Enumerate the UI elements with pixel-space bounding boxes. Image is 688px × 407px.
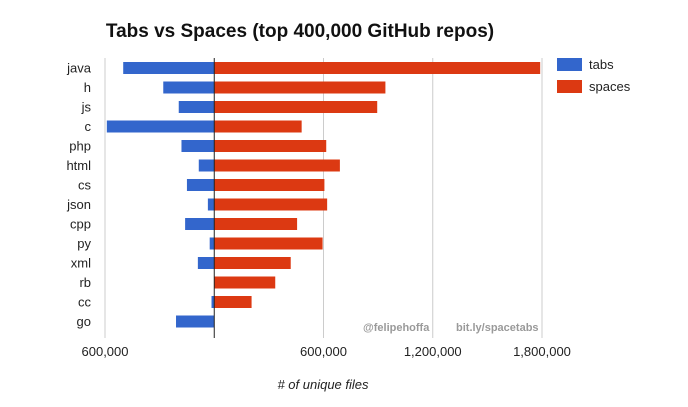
x-tick-label: 600,000	[300, 344, 347, 359]
category-label: java	[66, 61, 92, 76]
bar-tabs-c	[106, 120, 215, 133]
bar-spaces-json	[214, 198, 328, 211]
x-tick-label: 1,200,000	[404, 344, 462, 359]
bar-spaces-rb	[214, 276, 276, 289]
category-label: html	[66, 158, 91, 173]
category-label: php	[69, 139, 91, 154]
x-axis-title: # of unique files	[277, 377, 369, 392]
bar-tabs-html	[198, 159, 215, 172]
bar-spaces-py	[214, 237, 323, 250]
bar-spaces-h	[214, 81, 386, 94]
category-label: js	[81, 100, 92, 115]
category-labels: java h js c php html cs json cpp py xml rb cc go	[66, 61, 92, 330]
gridlines	[104, 58, 543, 338]
bar-tabs-cpp	[185, 218, 215, 230]
annotation-link: bit.ly/spacetabs	[456, 322, 539, 334]
bar-tabs-go	[176, 315, 215, 328]
category-label: go	[77, 314, 91, 329]
annotation-author: @felipehoffa	[363, 322, 430, 334]
bar-spaces-cs	[214, 179, 325, 191]
bar-tabs-php	[181, 140, 215, 152]
bar-spaces-c	[214, 120, 302, 133]
bars	[106, 62, 541, 328]
bar-tabs-xml	[197, 257, 215, 269]
legend-label-tabs: tabs	[589, 57, 614, 72]
bar-spaces-cpp	[214, 218, 298, 230]
bar-tabs-h	[163, 81, 215, 94]
category-label: cpp	[70, 217, 91, 232]
category-label: cc	[78, 295, 92, 310]
bar-spaces-cc	[214, 296, 252, 308]
bar-spaces-php	[214, 140, 327, 152]
category-label: xml	[71, 256, 91, 271]
bar-tabs-json	[207, 198, 215, 211]
legend-swatch-tabs	[557, 58, 582, 71]
category-label: c	[85, 119, 92, 134]
bar-tabs-js	[178, 101, 215, 113]
bar-tabs-py	[209, 237, 215, 250]
bar-spaces-html	[214, 159, 340, 172]
bar-spaces-xml	[214, 257, 291, 269]
category-label: rb	[79, 275, 91, 290]
category-label: json	[66, 197, 91, 212]
category-label: cs	[78, 178, 92, 193]
legend-swatch-spaces	[557, 80, 582, 93]
legend-label-spaces: spaces	[589, 79, 631, 94]
category-label: h	[84, 80, 91, 95]
legend: tabs spaces	[557, 57, 631, 94]
bar-tabs-cc	[211, 296, 215, 308]
chart-title: Tabs vs Spaces (top 400,000 GitHub repos…	[106, 21, 494, 42]
category-label: py	[77, 236, 91, 251]
x-tick-labels: 600,000 600,000 1,200,000 1,800,000	[82, 344, 571, 359]
x-tick-label: 1,800,000	[513, 344, 571, 359]
bar-spaces-js	[214, 101, 378, 113]
bar-tabs-cs	[186, 179, 215, 191]
bar-tabs-java	[123, 62, 215, 74]
bar-spaces-java	[214, 62, 541, 74]
x-tick-label: 600,000	[82, 344, 129, 359]
